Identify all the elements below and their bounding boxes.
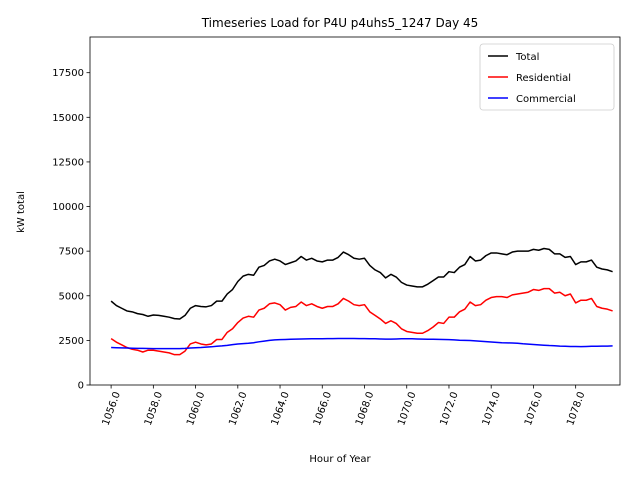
y-tick-label: 15000 xyxy=(52,113,84,124)
y-tick-label: 12500 xyxy=(52,157,84,168)
plot-area xyxy=(89,36,621,386)
series-line-residential xyxy=(110,287,613,356)
y-tick-label: 0 xyxy=(78,381,84,392)
legend-label-residential: Residential xyxy=(516,73,571,84)
y-tick-label: 17500 xyxy=(52,68,84,79)
x-axis-title: Hour of Year xyxy=(309,454,371,465)
series-line-commercial xyxy=(111,337,613,350)
y-tick-label: 10000 xyxy=(52,202,84,213)
legend-label-commercial: Commercial xyxy=(516,94,576,105)
axes-frame xyxy=(89,36,621,386)
legend: Total Residential Commercial xyxy=(479,43,615,111)
legend-box xyxy=(479,43,615,111)
legend-label-total: Total xyxy=(515,52,539,63)
chart-title: Timeseries Load for P4U p4uhs5_1247 Day … xyxy=(201,16,479,30)
y-tick-label: 2500 xyxy=(59,336,84,347)
y-axis-title: kW total xyxy=(16,191,27,233)
y-tick-label: 7500 xyxy=(59,247,84,258)
y-tick-label: 5000 xyxy=(59,291,84,302)
y-axis: 0 2500 5000 7500 10000 12500 15000 17500 xyxy=(52,68,90,392)
series-line-total xyxy=(110,247,613,320)
